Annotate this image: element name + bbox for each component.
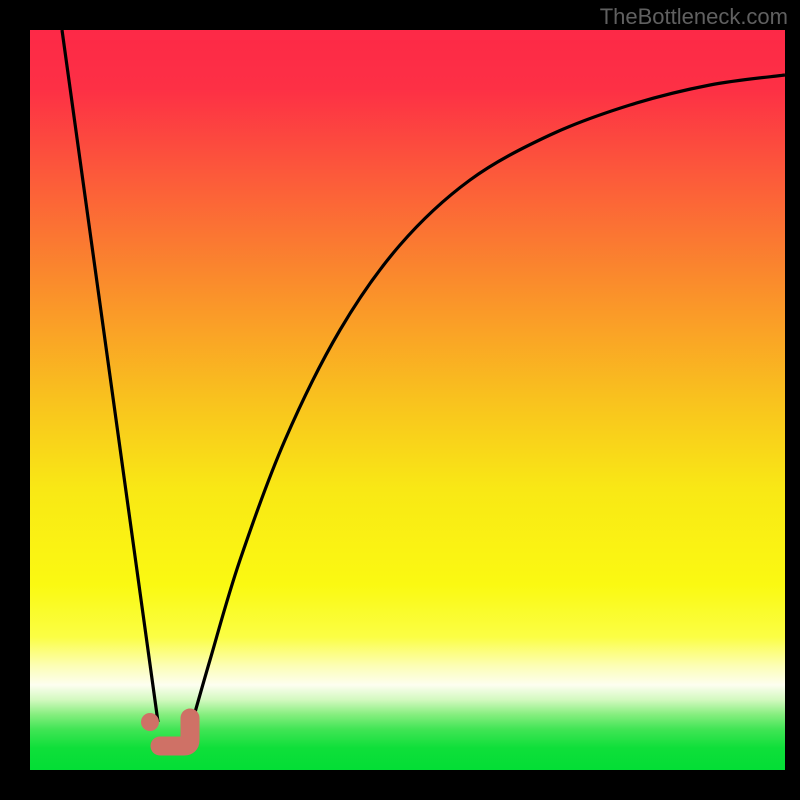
- gradient-background: [30, 30, 785, 770]
- bottleneck-chart-svg: [30, 30, 785, 770]
- watermark-text: TheBottleneck.com: [600, 4, 788, 30]
- marker-dot-icon: [141, 713, 159, 731]
- chart-plot: [30, 30, 785, 770]
